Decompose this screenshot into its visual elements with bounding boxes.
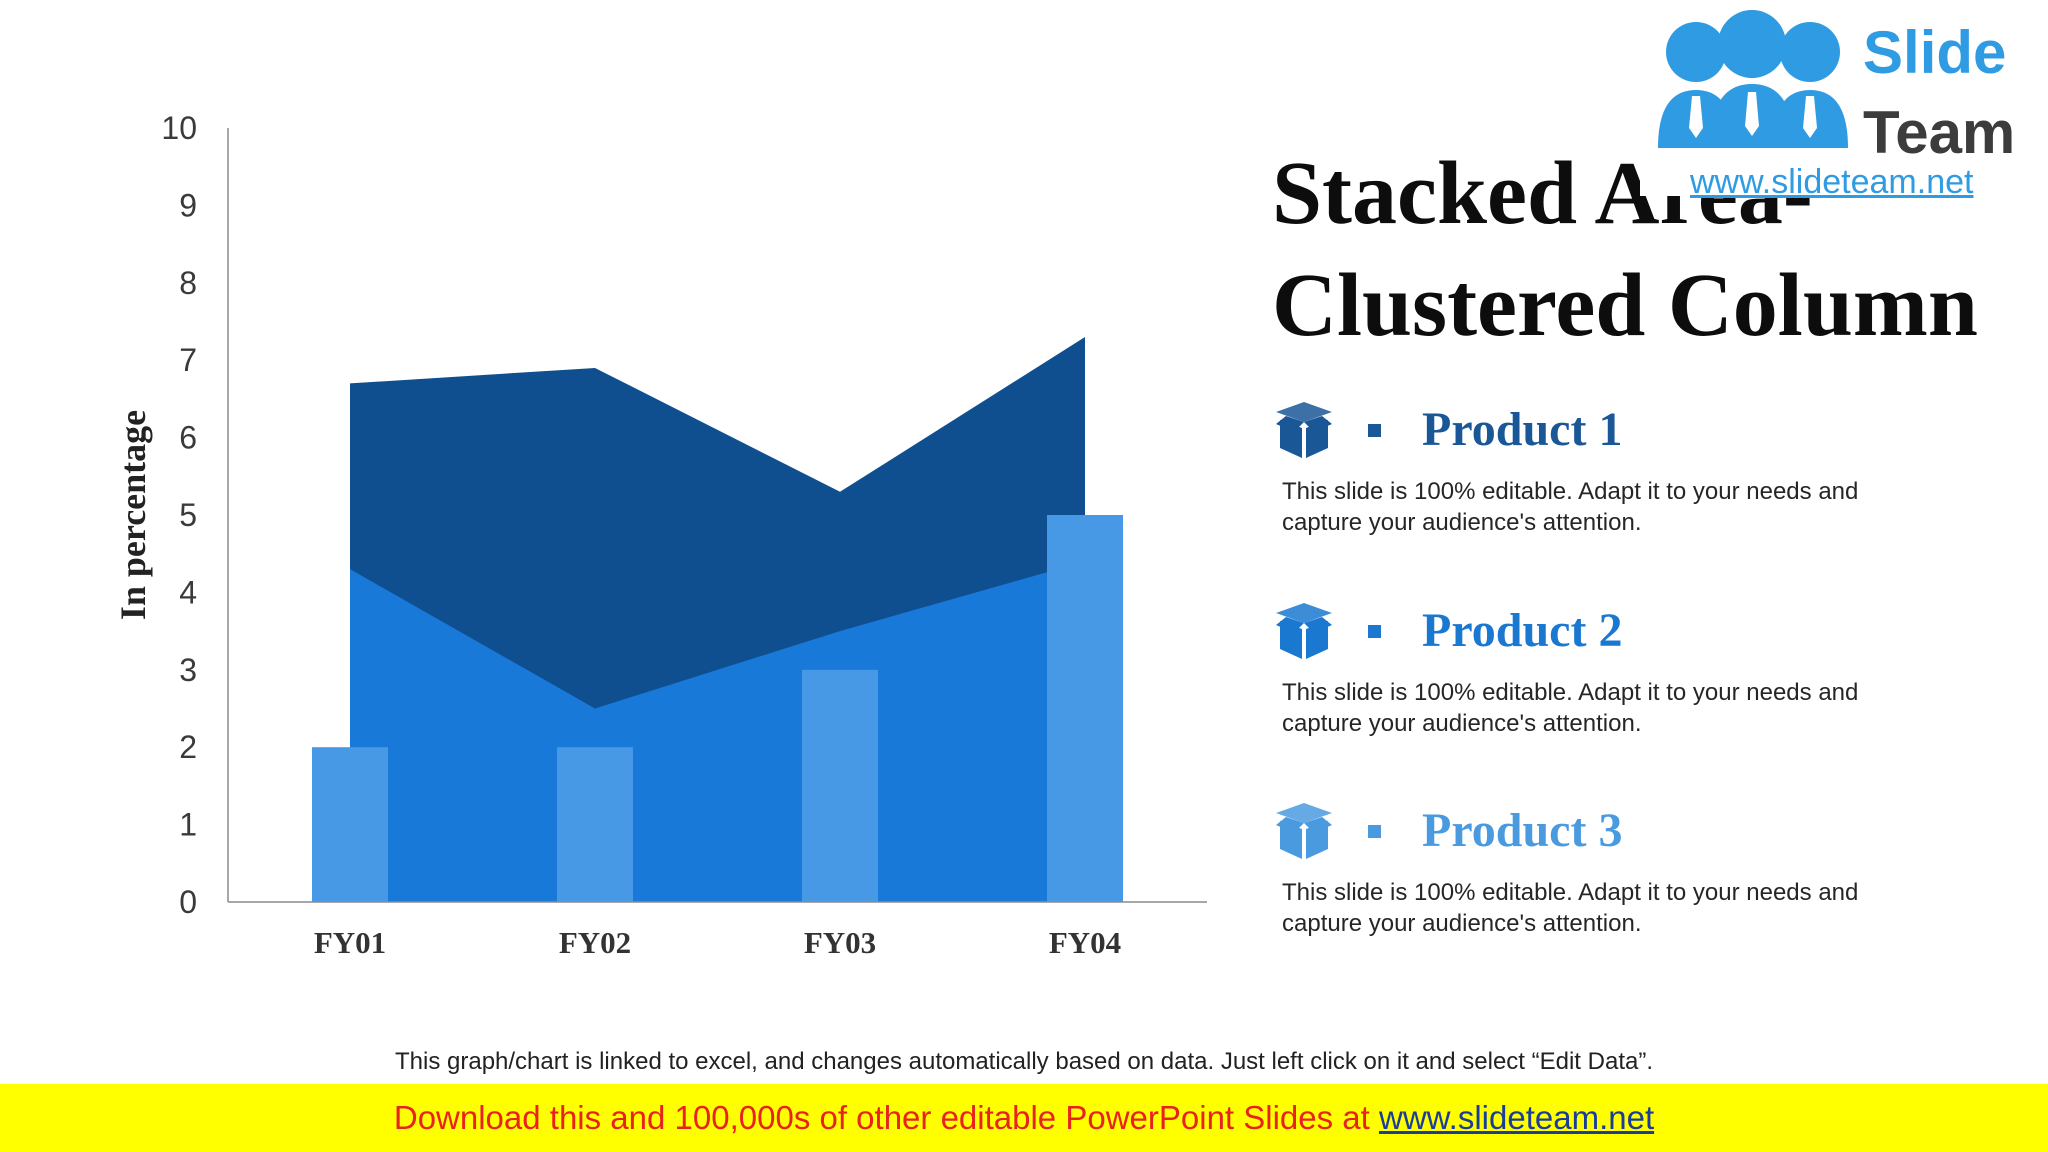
bullet-square xyxy=(1368,424,1381,437)
x-tick-labels: FY01 FY02 FY03 FY04 xyxy=(314,925,1121,960)
y-tick-label: 0 xyxy=(179,884,197,920)
banner-link[interactable]: www.slideteam.net xyxy=(1379,1099,1655,1136)
column-layer xyxy=(312,515,1123,902)
edit-data-note: This graph/chart is linked to excel, and… xyxy=(395,1048,1653,1075)
product-name: Product 2 xyxy=(1422,604,1623,657)
x-tick-label: FY04 xyxy=(1049,925,1121,960)
y-tick-label: 5 xyxy=(179,497,197,533)
x-tick-label: FY01 xyxy=(314,925,386,960)
product-name: Product 1 xyxy=(1422,403,1623,456)
bullet-square xyxy=(1368,825,1381,838)
team-people-icon xyxy=(1658,10,1848,148)
y-tick-label: 10 xyxy=(161,110,197,146)
box-icon xyxy=(1276,603,1332,659)
column-bar xyxy=(557,747,633,902)
area-series-1 xyxy=(350,561,1085,902)
y-tick-label: 7 xyxy=(179,342,197,378)
y-tick-labels: 0 1 2 3 4 5 6 7 8 9 10 xyxy=(161,110,197,920)
x-tick-label: FY03 xyxy=(804,925,876,960)
column-bar xyxy=(312,747,388,902)
x-tick-label: FY02 xyxy=(559,925,631,960)
logo-word-slide: Slide xyxy=(1863,19,2007,86)
y-tick-label: 8 xyxy=(179,265,197,301)
logo-url-link[interactable]: www.slideteam.net xyxy=(1690,163,1974,201)
bullet-square xyxy=(1368,625,1381,638)
banner-text: Download this and 100,000s of other edit… xyxy=(393,1099,1379,1136)
y-tick-label: 1 xyxy=(179,807,197,843)
slideteam-logo[interactable]: Slide Team www.slideteam.net xyxy=(1640,0,2036,201)
product-description: This slide is 100% editable. Adapt it to… xyxy=(1282,478,1859,536)
product-name: Product 3 xyxy=(1422,804,1623,857)
y-tick-label: 6 xyxy=(179,420,197,456)
slide-title: Stacked Area- Clustered Column xyxy=(1272,144,1978,355)
column-bar xyxy=(802,669,878,902)
box-icon xyxy=(1276,402,1332,458)
product-description: This slide is 100% editable. Adapt it to… xyxy=(1282,679,1859,737)
y-axis-title: In percentage xyxy=(113,410,153,620)
y-tick-label: 2 xyxy=(179,729,197,765)
column-bar xyxy=(1047,515,1123,902)
axes-layer xyxy=(227,128,1207,903)
box-icon xyxy=(1276,803,1332,859)
y-tick-label: 4 xyxy=(179,574,197,610)
stacked-area-clustered-column-chart: 0 1 2 3 4 5 6 7 8 9 10 FY01 FY02 FY03 FY04 In percent… xyxy=(113,110,1207,960)
area-layer xyxy=(350,336,1085,903)
product-description: This slide is 100% editable. Adapt it to… xyxy=(1282,879,1859,937)
y-tick-label: 3 xyxy=(179,652,197,688)
download-banner: Download this and 100,000s of other edit… xyxy=(0,1084,2048,1152)
logo-word-team: Team xyxy=(1863,99,2016,166)
y-tick-label: 9 xyxy=(179,187,197,223)
